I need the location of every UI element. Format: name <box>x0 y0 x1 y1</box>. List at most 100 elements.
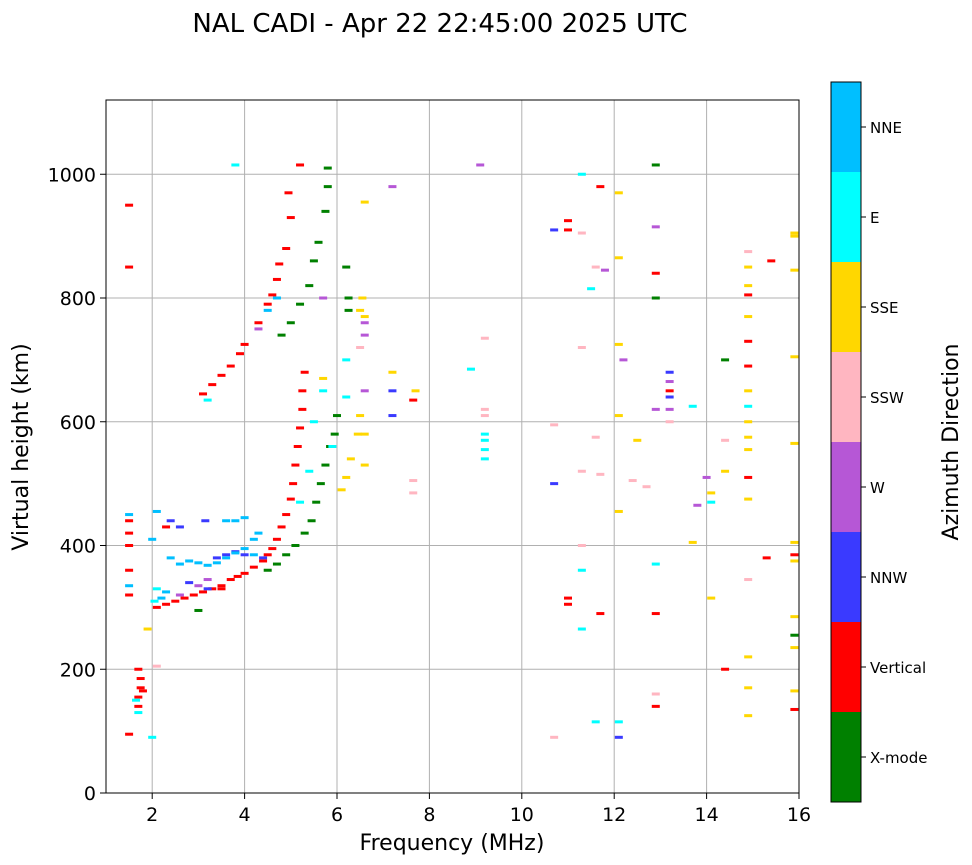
point-ssw-7 <box>550 735 559 739</box>
point-x-mode-19 <box>321 209 330 213</box>
point-ssw-8 <box>550 423 559 427</box>
point-w-14 <box>665 380 674 384</box>
point-sse-21 <box>688 540 697 544</box>
point-sse-10 <box>358 296 367 300</box>
point-x-mode-22 <box>344 296 353 300</box>
x-tick-label-14: 14 <box>695 804 719 826</box>
point-sse-3 <box>342 475 351 479</box>
point-sse-23 <box>707 596 716 600</box>
colorbar-segment-w <box>831 442 861 532</box>
point-e-19 <box>577 172 586 176</box>
point-nnw-11 <box>388 389 397 393</box>
point-vertical-51 <box>282 247 291 250</box>
point-w-16 <box>693 503 702 507</box>
point-vertical-22 <box>226 578 235 582</box>
point-vertical-0 <box>125 732 134 736</box>
point-x-mode-5 <box>300 531 309 535</box>
point-nne-16 <box>222 519 231 523</box>
point-vertical-46 <box>254 321 263 325</box>
point-e-24 <box>614 720 623 724</box>
point-e-13 <box>342 395 351 399</box>
point-nne-18 <box>272 296 281 300</box>
point-vertical-57 <box>409 398 418 402</box>
point-e-17 <box>480 438 489 442</box>
point-vertical-13 <box>138 689 147 693</box>
point-x-mode-1 <box>263 568 272 572</box>
point-vertical-37 <box>298 407 307 411</box>
point-sse-5 <box>353 432 362 436</box>
point-vertical-17 <box>180 596 189 600</box>
point-vertical-2 <box>125 568 134 572</box>
colorbar-label-sse: SSE <box>870 299 899 317</box>
point-sse-34 <box>744 686 753 690</box>
point-vertical-42 <box>217 373 226 377</box>
point-vertical-47 <box>263 302 272 306</box>
point-vertical-45 <box>240 342 249 346</box>
point-w-2 <box>175 593 184 597</box>
point-vertical-24 <box>240 571 249 575</box>
point-x-mode-0 <box>194 608 203 612</box>
point-vertical-71 <box>744 475 753 479</box>
point-nnw-8 <box>185 581 194 585</box>
point-vertical-60 <box>564 228 572 232</box>
x-tick-label-4: 4 <box>239 804 251 826</box>
colorbar-label-x-mode: X-mode <box>870 749 927 767</box>
point-vertical-23 <box>233 574 242 578</box>
point-x-mode-7 <box>312 500 321 504</box>
point-nne-20 <box>157 596 166 600</box>
point-nnw-13 <box>550 228 559 232</box>
point-nne-4 <box>175 562 184 566</box>
point-vertical-36 <box>296 426 305 430</box>
x-tick-label-6: 6 <box>331 804 343 826</box>
point-sse-36 <box>790 234 799 238</box>
point-nnw-16 <box>665 395 674 399</box>
point-x-mode-25 <box>651 163 660 167</box>
point-nne-5 <box>185 559 194 563</box>
point-x-mode-15 <box>296 302 305 306</box>
point-e-21 <box>577 627 586 631</box>
point-vertical-52 <box>286 216 295 220</box>
point-vertical-58 <box>564 596 572 600</box>
point-e-18 <box>480 432 489 436</box>
point-sse-29 <box>744 420 753 424</box>
point-sse-26 <box>744 284 753 288</box>
point-e-7 <box>296 500 305 504</box>
point-vertical-11 <box>136 677 145 681</box>
point-e-26 <box>688 404 697 408</box>
point-w-0 <box>194 584 203 588</box>
point-sse-6 <box>360 432 369 436</box>
point-vertical-41 <box>208 383 217 387</box>
point-ssw-10 <box>577 346 586 349</box>
point-vertical-40 <box>199 392 208 396</box>
point-nne-3 <box>166 556 175 560</box>
point-vertical-25 <box>249 565 258 569</box>
data-points <box>125 163 799 739</box>
point-vertical-5 <box>125 519 134 523</box>
x-tick-label-16: 16 <box>787 804 811 826</box>
point-w-4 <box>319 296 328 300</box>
point-ssw-6 <box>480 414 489 418</box>
point-vertical-20 <box>208 587 217 591</box>
point-vertical-16 <box>171 599 180 603</box>
point-sse-18 <box>614 414 623 418</box>
point-sse-9 <box>356 308 365 312</box>
point-sse-39 <box>790 355 799 359</box>
point-e-3 <box>150 599 159 603</box>
point-vertical-29 <box>272 537 281 541</box>
point-nne-6 <box>194 561 203 565</box>
point-e-20 <box>577 568 586 572</box>
point-x-mode-28 <box>790 633 799 637</box>
point-e-2 <box>148 735 157 739</box>
x-tick-label-10: 10 <box>510 804 534 826</box>
point-ssw-15 <box>596 472 605 476</box>
point-vertical-7 <box>125 203 134 207</box>
point-ssw-20 <box>721 438 730 442</box>
y-axis-ticks: 0 200 400 600 800 1000 <box>48 164 106 805</box>
point-e-27 <box>707 500 716 504</box>
point-x-mode-23 <box>344 308 353 312</box>
point-sse-32 <box>744 497 753 501</box>
point-w-7 <box>360 389 369 393</box>
point-vertical-33 <box>289 482 298 486</box>
point-nne-13 <box>254 531 263 535</box>
